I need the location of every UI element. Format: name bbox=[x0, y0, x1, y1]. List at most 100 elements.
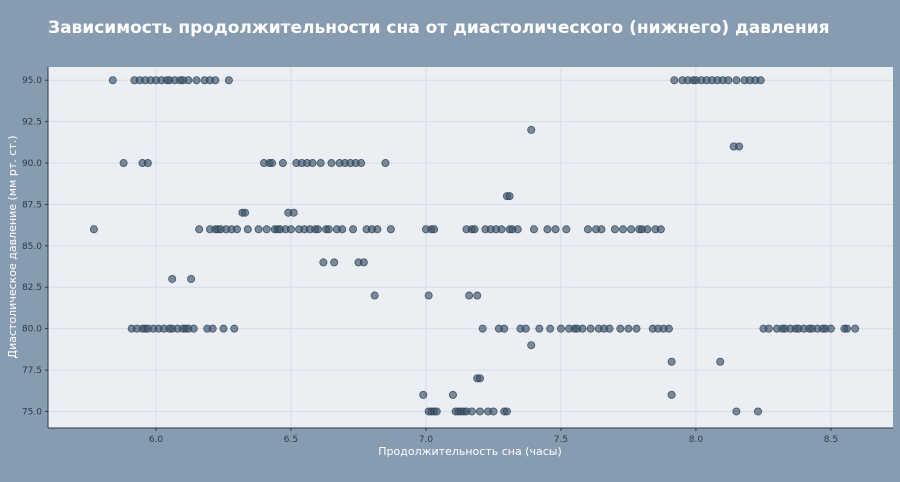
data-point bbox=[851, 324, 860, 333]
data-point bbox=[513, 225, 522, 234]
data-point bbox=[349, 225, 358, 234]
data-point bbox=[605, 324, 614, 333]
data-point bbox=[546, 324, 555, 333]
data-point bbox=[643, 225, 652, 234]
data-point bbox=[500, 324, 509, 333]
data-point bbox=[313, 225, 322, 234]
data-point bbox=[330, 258, 339, 267]
x-tick-label: 8.0 bbox=[689, 435, 704, 445]
data-point bbox=[619, 225, 628, 234]
data-point bbox=[187, 274, 196, 283]
data-point bbox=[192, 76, 201, 85]
data-point bbox=[732, 407, 741, 416]
data-point bbox=[473, 291, 482, 300]
data-point bbox=[502, 407, 511, 416]
data-point bbox=[732, 76, 741, 85]
data-point bbox=[586, 324, 595, 333]
data-point bbox=[448, 390, 457, 399]
data-point bbox=[670, 76, 679, 85]
data-point bbox=[168, 274, 177, 283]
data-point bbox=[430, 225, 439, 234]
data-point bbox=[489, 407, 498, 416]
data-point bbox=[475, 374, 484, 383]
data-point bbox=[470, 225, 479, 234]
data-point bbox=[556, 324, 565, 333]
data-point bbox=[308, 159, 317, 168]
x-tick-label: 7.0 bbox=[419, 435, 434, 445]
y-ticks: 75.0 77.5 80.0 82.5 85.0 87.5 90.0 92.5 95.0 bbox=[22, 76, 48, 417]
data-points bbox=[89, 76, 860, 416]
data-point bbox=[667, 390, 676, 399]
data-point bbox=[370, 291, 379, 300]
y-tick-label: 92.5 bbox=[22, 118, 42, 128]
data-point bbox=[667, 357, 676, 366]
data-point bbox=[195, 225, 204, 234]
data-point bbox=[465, 291, 474, 300]
data-point bbox=[505, 192, 514, 201]
data-point bbox=[89, 225, 98, 234]
data-point bbox=[583, 225, 592, 234]
data-point bbox=[543, 225, 552, 234]
data-point bbox=[632, 324, 641, 333]
data-point bbox=[211, 76, 220, 85]
y-tick-label: 75.0 bbox=[22, 407, 42, 417]
data-point bbox=[357, 159, 366, 168]
data-point bbox=[184, 76, 193, 85]
y-tick-label: 82.5 bbox=[22, 283, 42, 293]
y-axis-label: Диастолическое давление (мм рт. ст.) bbox=[6, 135, 19, 358]
data-point bbox=[826, 324, 835, 333]
data-point bbox=[262, 225, 271, 234]
data-point bbox=[224, 76, 233, 85]
x-ticks: 6.0 6.5 7.0 7.5 8.0 8.5 bbox=[149, 428, 838, 445]
data-point bbox=[254, 225, 263, 234]
data-point bbox=[535, 324, 544, 333]
data-point bbox=[289, 208, 298, 217]
data-point bbox=[359, 258, 368, 267]
y-tick-label: 85.0 bbox=[22, 242, 42, 252]
data-point bbox=[432, 407, 441, 416]
plot-area bbox=[48, 67, 893, 428]
data-point bbox=[230, 324, 239, 333]
data-point bbox=[578, 324, 587, 333]
data-point bbox=[597, 225, 606, 234]
x-tick-label: 6.0 bbox=[149, 435, 164, 445]
data-point bbox=[551, 225, 560, 234]
data-point bbox=[419, 390, 428, 399]
y-tick-label: 90.0 bbox=[22, 159, 42, 169]
data-point bbox=[764, 324, 773, 333]
data-point bbox=[478, 324, 487, 333]
data-point bbox=[656, 225, 665, 234]
data-point bbox=[278, 159, 287, 168]
data-point bbox=[497, 225, 506, 234]
x-tick-label: 7.5 bbox=[554, 435, 568, 445]
data-point bbox=[610, 225, 619, 234]
data-point bbox=[338, 225, 347, 234]
chart-title: Зависимость продолжительности сна от диа… bbox=[48, 18, 830, 38]
x-axis-label: Продолжительность сна (часы) bbox=[378, 445, 562, 458]
data-point bbox=[724, 76, 733, 85]
data-point bbox=[521, 324, 530, 333]
y-tick-label: 77.5 bbox=[22, 366, 42, 376]
data-point bbox=[529, 225, 538, 234]
data-point bbox=[756, 76, 765, 85]
data-point bbox=[373, 225, 382, 234]
data-point bbox=[286, 225, 295, 234]
data-point bbox=[616, 324, 625, 333]
data-point bbox=[664, 324, 673, 333]
data-point bbox=[624, 324, 633, 333]
data-point bbox=[735, 142, 744, 151]
data-point bbox=[108, 76, 117, 85]
data-point bbox=[562, 225, 571, 234]
data-point bbox=[189, 324, 198, 333]
data-point bbox=[324, 225, 333, 234]
y-tick-label: 80.0 bbox=[22, 325, 42, 335]
data-point bbox=[716, 357, 725, 366]
data-point bbox=[143, 159, 152, 168]
y-tick-label: 87.5 bbox=[22, 200, 42, 210]
data-point bbox=[754, 407, 763, 416]
data-point bbox=[232, 225, 241, 234]
data-point bbox=[527, 125, 536, 134]
data-point bbox=[327, 159, 336, 168]
data-point bbox=[527, 341, 536, 350]
data-point bbox=[243, 225, 252, 234]
